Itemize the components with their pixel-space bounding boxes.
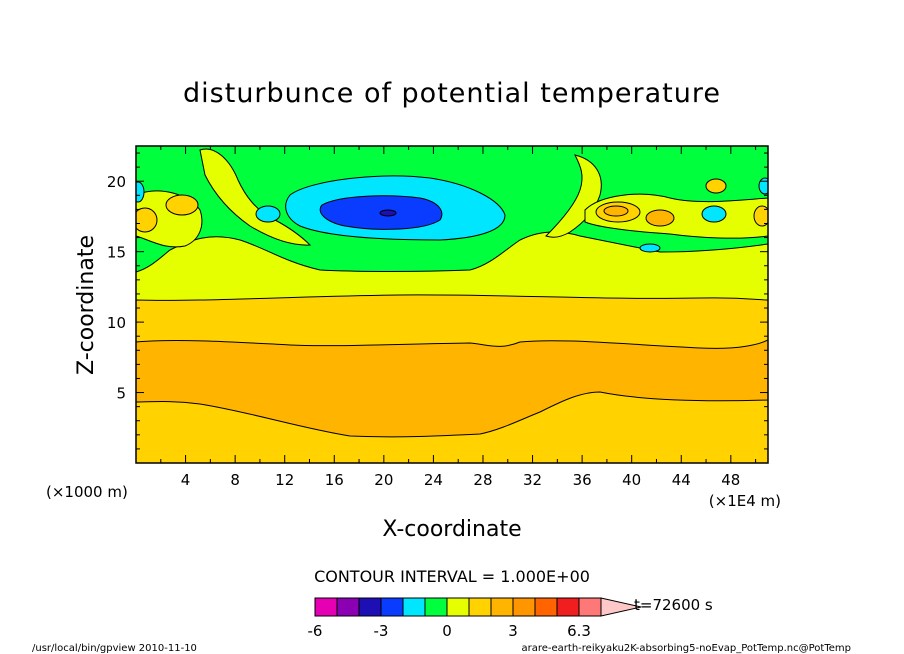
x-tick-label: 8	[230, 471, 240, 489]
plot-area	[136, 146, 768, 463]
warm-patch-top-right	[705, 178, 727, 194]
colorbar-swatch	[578, 597, 602, 617]
warm-patch-edge-left	[136, 207, 158, 233]
warm-patch-edge-right	[753, 205, 768, 227]
colorbar-label: 6.3	[567, 622, 591, 640]
x-unit-left: (×1000 m)	[46, 483, 128, 501]
colorbar-label: 3	[508, 622, 518, 640]
footer-left: /usr/local/bin/gpview 2010-11-10	[32, 643, 197, 654]
warm-patch-left	[165, 194, 199, 216]
x-tick-label: 44	[672, 471, 691, 489]
chart-title: disturbunce of potential temperature	[183, 78, 721, 109]
x-unit-right: (×1E4 m)	[709, 492, 781, 510]
warm-patch-right-2	[645, 209, 675, 227]
x-tick-label: 24	[424, 471, 443, 489]
cyan-blob-right	[639, 243, 661, 253]
contour-interval-label: CONTOUR INTERVAL = 1.000E+00	[314, 567, 590, 586]
colorbar-swatch	[402, 597, 426, 617]
colorbar-swatch	[358, 597, 382, 617]
yellow-wisp-left	[199, 148, 312, 246]
colorbar-arrow	[600, 597, 642, 617]
y-tick-label: 20	[107, 173, 126, 191]
colorbar-swatch	[446, 597, 470, 617]
x-tick-label: 12	[275, 471, 294, 489]
y-axis-label: Z-coordinate	[74, 235, 99, 375]
colorbar-label: -6	[308, 622, 323, 640]
cyan-edge-left	[136, 181, 145, 203]
time-label: t=72600 s	[634, 596, 713, 614]
colorbar-swatch	[512, 597, 536, 617]
y-tick-label: 15	[107, 244, 126, 262]
colorbar-swatch	[424, 597, 448, 617]
plot-frame	[135, 145, 769, 464]
colorbar: -6 -3 0 3 6.3	[308, 597, 642, 640]
colorbar-swatch	[490, 597, 514, 617]
colorbar-swatch	[314, 597, 338, 617]
colorbar-swatch	[534, 597, 558, 617]
footer-right: arare-earth-reikyaku2K-absorbing5-noEvap…	[522, 643, 852, 654]
cyan-blob-small	[255, 205, 281, 223]
x-tick-label: 16	[325, 471, 344, 489]
x-tick-label: 20	[374, 471, 393, 489]
orange-layer-lower	[136, 339, 768, 438]
colorbar-swatch	[468, 597, 492, 617]
x-axis-label: X-coordinate	[382, 517, 521, 542]
x-tick-label: 36	[573, 471, 592, 489]
warm-patch-right-core	[603, 205, 629, 217]
x-tick-label: 48	[721, 471, 740, 489]
blue-core-center	[379, 209, 397, 217]
x-tick-label: 28	[473, 471, 492, 489]
colorbar-label: 0	[442, 622, 452, 640]
y-tick-label: 5	[116, 385, 126, 403]
x-tick-label: 32	[523, 471, 542, 489]
cyan-edge-right	[758, 177, 768, 195]
colorbar-label: -3	[374, 622, 389, 640]
colorbar-swatch	[380, 597, 404, 617]
x-tick-label: 40	[622, 471, 641, 489]
x-tick-label: 4	[181, 471, 191, 489]
colorbar-swatch	[556, 597, 580, 617]
cyan-blob-far-right	[701, 205, 727, 223]
colorbar-swatch	[336, 597, 360, 617]
y-tick-label: 10	[107, 314, 126, 332]
